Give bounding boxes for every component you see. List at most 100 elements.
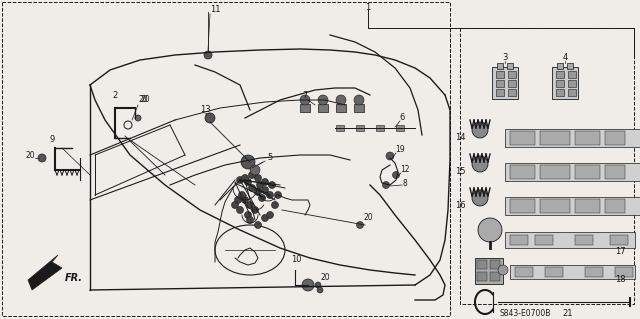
Circle shape [386,152,394,160]
Bar [477,260,487,269]
Bar [510,235,528,245]
Bar [575,131,600,145]
Bar [510,199,535,213]
Bar [510,131,535,145]
Circle shape [271,202,278,209]
Bar [510,265,635,279]
Circle shape [237,176,243,183]
Text: 20: 20 [138,95,148,105]
Bar [575,199,600,213]
Text: 20: 20 [363,213,373,222]
Bar [510,165,535,179]
Text: S843-E0700B: S843-E0700B [499,309,550,318]
Circle shape [336,95,346,105]
Text: 18: 18 [614,276,625,285]
Text: 19: 19 [395,145,405,154]
Circle shape [255,221,262,228]
Bar [567,63,573,69]
Bar [585,267,603,277]
Circle shape [255,189,262,196]
Bar [508,89,516,96]
Text: 14: 14 [456,133,466,143]
Bar [540,199,570,213]
Bar [545,267,563,277]
Circle shape [317,287,323,293]
Circle shape [257,182,264,189]
Circle shape [478,218,502,242]
Bar [496,89,504,96]
Circle shape [38,154,46,162]
Bar [508,80,516,87]
Circle shape [246,202,253,209]
Circle shape [392,172,399,179]
Bar [507,63,513,69]
Circle shape [472,156,488,172]
Polygon shape [28,255,62,290]
Bar [376,125,384,131]
Circle shape [248,184,255,191]
Circle shape [472,122,488,138]
Circle shape [241,174,248,182]
Bar [496,71,504,78]
Text: 4: 4 [563,53,568,62]
Text: 10: 10 [291,256,301,264]
Circle shape [262,187,269,194]
Text: 6: 6 [399,113,404,122]
Text: 1: 1 [365,3,371,11]
Circle shape [259,195,266,202]
Bar [540,165,570,179]
Bar [336,125,344,131]
Bar [556,80,564,87]
Circle shape [241,155,255,169]
Bar [505,232,635,248]
Text: 11: 11 [210,5,220,14]
Circle shape [204,51,212,59]
Bar [477,272,487,281]
Circle shape [318,95,328,105]
Bar [354,104,364,112]
Bar [568,80,576,87]
Text: 2: 2 [113,92,118,100]
Bar [505,197,640,215]
Circle shape [498,265,508,275]
Bar [508,71,516,78]
Circle shape [472,190,488,206]
Circle shape [275,191,282,198]
Circle shape [244,179,252,186]
Text: 20: 20 [25,151,35,160]
Text: 7: 7 [302,92,308,100]
Circle shape [302,279,314,291]
Bar [540,131,570,145]
Text: 21: 21 [563,309,573,318]
Bar [492,67,518,99]
Bar [568,71,576,78]
Bar [605,199,625,213]
Bar [505,129,640,147]
Bar [605,131,625,145]
Bar [557,63,563,69]
Bar [535,235,553,245]
Bar [356,125,364,131]
Circle shape [266,211,273,219]
Bar [460,28,634,304]
Bar [475,258,503,284]
Text: 5: 5 [268,153,273,162]
Circle shape [266,191,273,198]
Text: 3: 3 [502,53,508,62]
Bar [318,104,328,112]
Bar [615,267,633,277]
Bar [610,235,628,245]
Circle shape [241,197,248,204]
Bar [605,165,625,179]
Circle shape [248,172,255,179]
Bar [556,71,564,78]
Text: 12: 12 [400,166,410,174]
Bar [552,67,578,99]
Bar [490,272,500,281]
Bar [556,89,564,96]
Circle shape [300,95,310,105]
Bar [497,63,503,69]
Circle shape [135,115,141,121]
Bar [300,104,310,112]
Bar [336,104,346,112]
